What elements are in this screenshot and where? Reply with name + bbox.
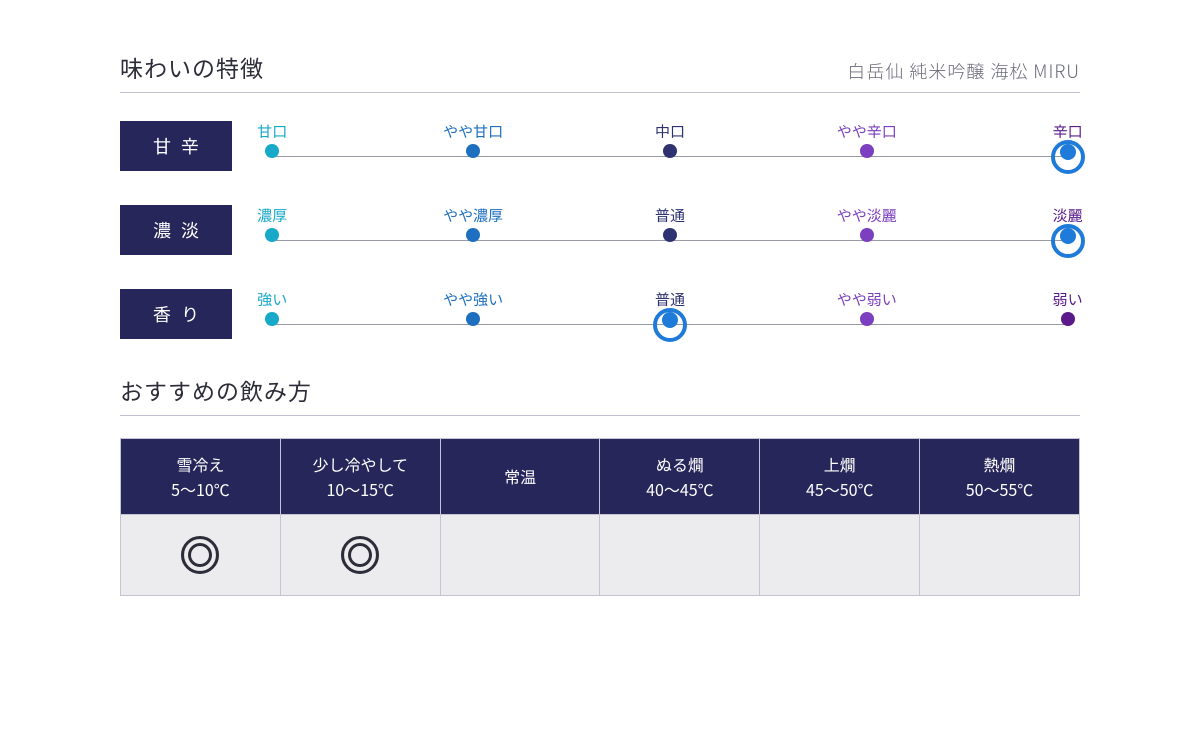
scale-point: やや強い — [443, 289, 503, 327]
scale-point-dot — [466, 312, 480, 326]
scale-row: 香り 強い やや強い 普通 やや弱い 弱い — [120, 289, 1080, 339]
scale-point-dot — [466, 144, 480, 158]
scale-point: 淡麗 — [1053, 205, 1083, 245]
scale-point-label: 強い — [257, 289, 287, 310]
scale-point-dot — [1061, 312, 1075, 326]
scale-point-label: 濃厚 — [257, 205, 287, 226]
serving-temp: 45～50℃ — [806, 477, 874, 502]
scale-point: 強い — [257, 289, 287, 327]
scale-row: 甘辛 甘口 やや甘口 中口 やや辛口 辛口 — [120, 121, 1080, 171]
scale-point-label: やや辛口 — [837, 121, 897, 142]
taste-header: 味わいの特徴 白岳仙 純米吟醸 海松 MIRU — [120, 50, 1080, 93]
serving-column: 上燗45～50℃ — [759, 438, 920, 596]
scale-point-label: 普通 — [655, 289, 685, 310]
serving-column: 常温 — [440, 438, 601, 596]
serving-table: 雪冷え5～10℃少し冷やして10～15℃常温ぬる燗40～45℃上燗45～50℃熱… — [120, 438, 1080, 596]
scale-point-dot — [860, 312, 874, 326]
scale-point: やや濃厚 — [443, 205, 503, 243]
serving-temp: 40～45℃ — [646, 477, 714, 502]
scale-label: 香り — [120, 289, 232, 339]
scale-point: 甘口 — [257, 121, 287, 159]
scale-label: 甘辛 — [120, 121, 232, 171]
serving-header: 上燗45～50℃ — [760, 439, 919, 515]
serving-header: ぬる燗40～45℃ — [600, 439, 759, 515]
scale-point-label: 中口 — [655, 121, 685, 142]
section-title: 味わいの特徴 — [120, 50, 264, 84]
scale-point-label: やや濃厚 — [443, 205, 503, 226]
serving-column: 雪冷え5～10℃ — [120, 438, 281, 596]
scale-point-label: やや甘口 — [443, 121, 503, 142]
scale-point-label: 辛口 — [1053, 121, 1083, 142]
scale-label: 濃淡 — [120, 205, 232, 255]
scale-point-dot — [466, 228, 480, 242]
scale-point-label: 弱い — [1053, 289, 1083, 310]
taste-scales: 甘辛甘口やや甘口中口やや辛口辛口濃淡濃厚やや濃厚普通やや淡麗淡麗香り強いやや強い… — [120, 121, 1080, 339]
scale-track: 甘口 やや甘口 中口 やや辛口 辛口 — [260, 121, 1080, 171]
serving-name: 上燗 — [824, 452, 856, 477]
selected-ring-icon — [653, 308, 687, 342]
scale-point-dot — [860, 144, 874, 158]
product-subtitle: 白岳仙 純米吟醸 海松 MIRU — [847, 58, 1080, 84]
scale-point: 中口 — [655, 121, 685, 159]
serving-header: 熱燗50～55℃ — [920, 439, 1079, 515]
scale-point-dot — [663, 144, 677, 158]
scale-point-dot — [265, 144, 279, 158]
serving-header: 雪冷え5～10℃ — [121, 439, 280, 515]
scale-point-dot — [663, 228, 677, 242]
scale-point-label: やや強い — [443, 289, 503, 310]
serving-header: 少し冷やして10～15℃ — [281, 439, 440, 515]
serving-body — [121, 515, 280, 595]
scale-point: やや辛口 — [837, 121, 897, 159]
scale-point: やや甘口 — [443, 121, 503, 159]
double-circle-icon — [341, 536, 379, 574]
serving-name: 少し冷やして — [312, 452, 408, 477]
serving-name: ぬる燗 — [656, 452, 704, 477]
scale-track: 強い やや強い 普通 やや弱い 弱い — [260, 289, 1080, 339]
serving-body — [920, 515, 1079, 595]
scale-point-dot — [265, 312, 279, 326]
scale-point: やや淡麗 — [837, 205, 897, 243]
serving-column: 熱燗50～55℃ — [919, 438, 1080, 596]
scale-point: 辛口 — [1053, 121, 1083, 161]
selected-ring-icon — [1051, 224, 1085, 258]
serving-name: 雪冷え — [176, 452, 224, 477]
serving-temp: 50～55℃ — [966, 477, 1034, 502]
selected-ring-icon — [1051, 140, 1085, 174]
scale-point: 普通 — [655, 289, 685, 329]
scale-point-label: やや弱い — [837, 289, 897, 310]
scale-point: 普通 — [655, 205, 685, 243]
serving-body — [281, 515, 440, 595]
serving-header: 常温 — [441, 439, 600, 515]
scale-point: やや弱い — [837, 289, 897, 327]
page: 味わいの特徴 白岳仙 純米吟醸 海松 MIRU 甘辛 甘口 やや甘口 中口 やや辛口 辛口… — [0, 0, 1200, 750]
scale-point-label: 淡麗 — [1053, 205, 1083, 226]
scale-point-dot — [860, 228, 874, 242]
serving-body — [760, 515, 919, 595]
double-circle-icon — [181, 536, 219, 574]
scale-point-label: 普通 — [655, 205, 685, 226]
serving-temp: 10～15℃ — [326, 477, 394, 502]
serving-column: ぬる燗40～45℃ — [599, 438, 760, 596]
serving-title: おすすめの飲み方 — [120, 373, 1080, 416]
scale-track: 濃厚 やや濃厚 普通 やや淡麗 淡麗 — [260, 205, 1080, 255]
scale-point: 弱い — [1053, 289, 1083, 327]
scale-point-label: 甘口 — [257, 121, 287, 142]
serving-name: 熱燗 — [984, 452, 1016, 477]
serving-temp: 5～10℃ — [171, 477, 230, 502]
serving-name: 常温 — [504, 464, 536, 489]
serving-body — [600, 515, 759, 595]
scale-point: 濃厚 — [257, 205, 287, 243]
scale-point-dot — [265, 228, 279, 242]
scale-row: 濃淡 濃厚 やや濃厚 普通 やや淡麗 淡麗 — [120, 205, 1080, 255]
serving-column: 少し冷やして10～15℃ — [280, 438, 441, 596]
serving-body — [441, 515, 600, 595]
scale-point-label: やや淡麗 — [837, 205, 897, 226]
